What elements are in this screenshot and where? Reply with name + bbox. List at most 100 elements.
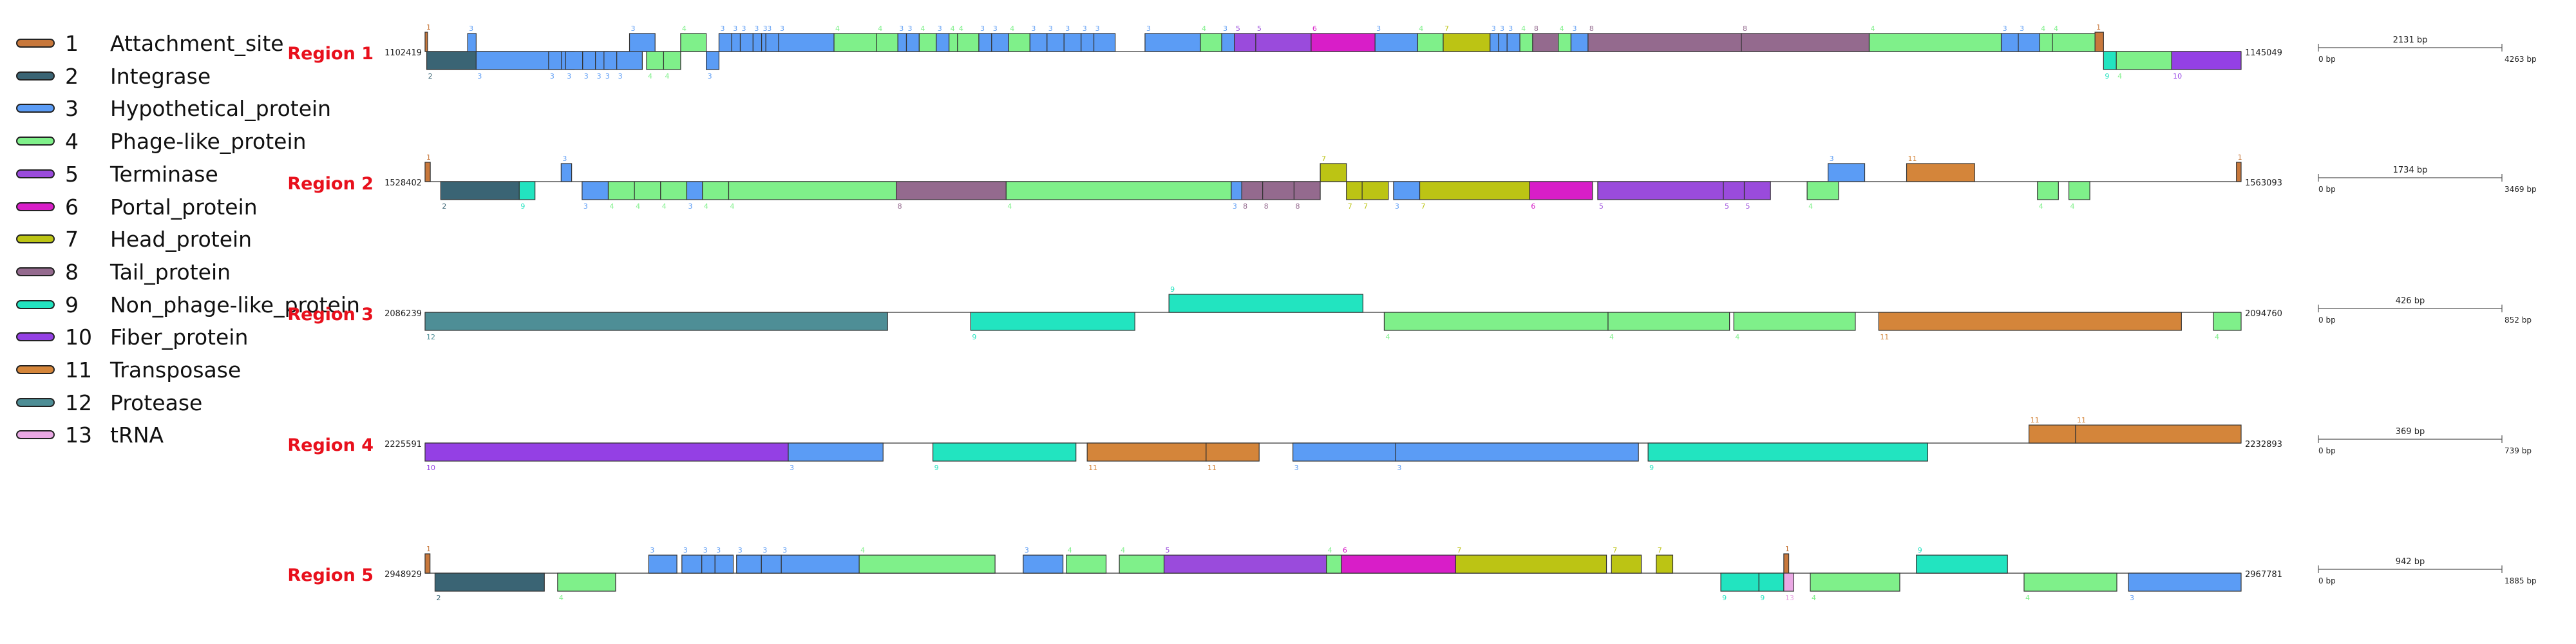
gene-label: 5 [1257, 24, 1262, 33]
gene-block [467, 33, 477, 52]
legend-swatch [16, 202, 55, 211]
gene-block [1163, 554, 1327, 574]
gene-label: 8 [1264, 202, 1269, 211]
gene-label: 4 [1812, 594, 1816, 602]
scale-start: 0 bp [2318, 185, 2336, 194]
gene-block [680, 33, 707, 52]
gene-label: 3 [2130, 594, 2134, 602]
gene-label: 3 [899, 24, 904, 33]
gene-label: 7 [1348, 202, 1352, 211]
gene-label: 8 [1534, 24, 1539, 33]
gene-label: 3 [782, 546, 787, 554]
legend-label: Protease [110, 390, 203, 415]
gene-block [629, 33, 656, 52]
gene-label: 1 [2238, 153, 2242, 162]
scale-end: 1885 bp [2505, 576, 2537, 585]
gene-block [1262, 181, 1295, 200]
gene-label: 3 [780, 24, 784, 33]
gene-block [1810, 573, 1900, 592]
gene-label: 4 [2070, 202, 2075, 211]
region-end-coordinate: 2967781 [2245, 570, 2282, 580]
gene-block [1506, 33, 1520, 52]
gene-label: 3 [742, 24, 746, 33]
gene-block [1119, 554, 1165, 574]
legend-swatch [16, 234, 55, 244]
gene-block [560, 163, 573, 182]
gene-label: 3 [708, 72, 712, 80]
gene-label: 9 [1170, 285, 1175, 294]
gene-block [1346, 181, 1363, 200]
gene-label: 3 [733, 24, 737, 33]
gene-label: 3 [477, 72, 482, 80]
legend-number: 13 [65, 422, 92, 448]
gene-label: 4 [662, 202, 667, 211]
region-start-coordinate: 2948929 [384, 570, 422, 580]
gene-label: 4 [665, 72, 669, 80]
gene-label: 7 [1444, 24, 1449, 33]
gene-block [1720, 573, 1759, 592]
region-start-coordinate: 2086239 [384, 309, 422, 319]
gene-block [557, 573, 616, 592]
gene-block [582, 51, 596, 70]
gene-label: 3 [980, 24, 985, 33]
legend-swatch [16, 39, 55, 48]
gene-block [1206, 442, 1260, 462]
gene-label: 3 [1065, 24, 1070, 33]
region-start-coordinate: 1102419 [384, 48, 422, 58]
gene-label: 6 [1312, 24, 1317, 33]
gene-label: 3 [597, 72, 601, 80]
gene-label: 5 [1725, 202, 1729, 211]
gene-block [1417, 33, 1444, 52]
scale-value: 942 bp [2396, 557, 2425, 567]
gene-block [424, 553, 431, 574]
legend-number: 5 [65, 161, 79, 187]
gene-block [2000, 33, 2019, 52]
legend-label: Head_protein [110, 227, 252, 252]
gene-block [714, 554, 734, 574]
gene-block [957, 33, 980, 52]
gene-block [424, 162, 431, 182]
legend-item: 9 Non_phage-like_protein [16, 289, 360, 321]
gene-label: 1 [2096, 23, 2101, 32]
legend-number: 12 [65, 390, 92, 415]
gene-block [1241, 181, 1264, 200]
gene-block [2028, 424, 2076, 444]
gene-block [565, 51, 583, 70]
legend-swatch [16, 332, 55, 342]
gene-label: 4 [1010, 24, 1014, 33]
gene-block [778, 33, 835, 52]
gene-block [1320, 163, 1347, 182]
gene-label: 4 [1328, 546, 1332, 554]
legend-label: tRNA [110, 422, 164, 448]
legend-number: 1 [65, 31, 79, 56]
gene-label: 4 [2117, 72, 2122, 80]
region-title: Region 5 [287, 565, 374, 585]
gene-label: 3 [790, 464, 794, 472]
gene-block [1168, 294, 1363, 313]
legend-number: 9 [65, 292, 79, 317]
legend-number: 11 [65, 357, 92, 383]
gene-block [2075, 424, 2242, 444]
gene-block [702, 181, 730, 200]
gene-label: 9 [1722, 594, 1727, 602]
region-end-coordinate: 1145049 [2245, 48, 2282, 58]
gene-label: 13 [1785, 594, 1794, 602]
gene-label: 1 [426, 23, 431, 32]
gene-block [648, 554, 677, 574]
gene-label: 9 [2105, 72, 2109, 80]
gene-block [761, 554, 782, 574]
gene-label: 11 [1908, 155, 1917, 163]
gene-block [718, 33, 732, 52]
gene-label: 3 [584, 72, 589, 80]
gene-block [426, 51, 477, 70]
legend-item: 1 Attachment_site [16, 27, 351, 59]
legend-item: 7 Head_protein [16, 223, 351, 255]
legend-number: 7 [65, 227, 79, 252]
legend-label: Portal_protein [110, 194, 258, 220]
legend-swatch [16, 71, 55, 80]
gene-block [2018, 33, 2040, 52]
gene-block [978, 33, 992, 52]
legend-number: 3 [65, 96, 79, 122]
scale-start: 0 bp [2318, 576, 2336, 585]
gene-label: 8 [1743, 24, 1747, 33]
